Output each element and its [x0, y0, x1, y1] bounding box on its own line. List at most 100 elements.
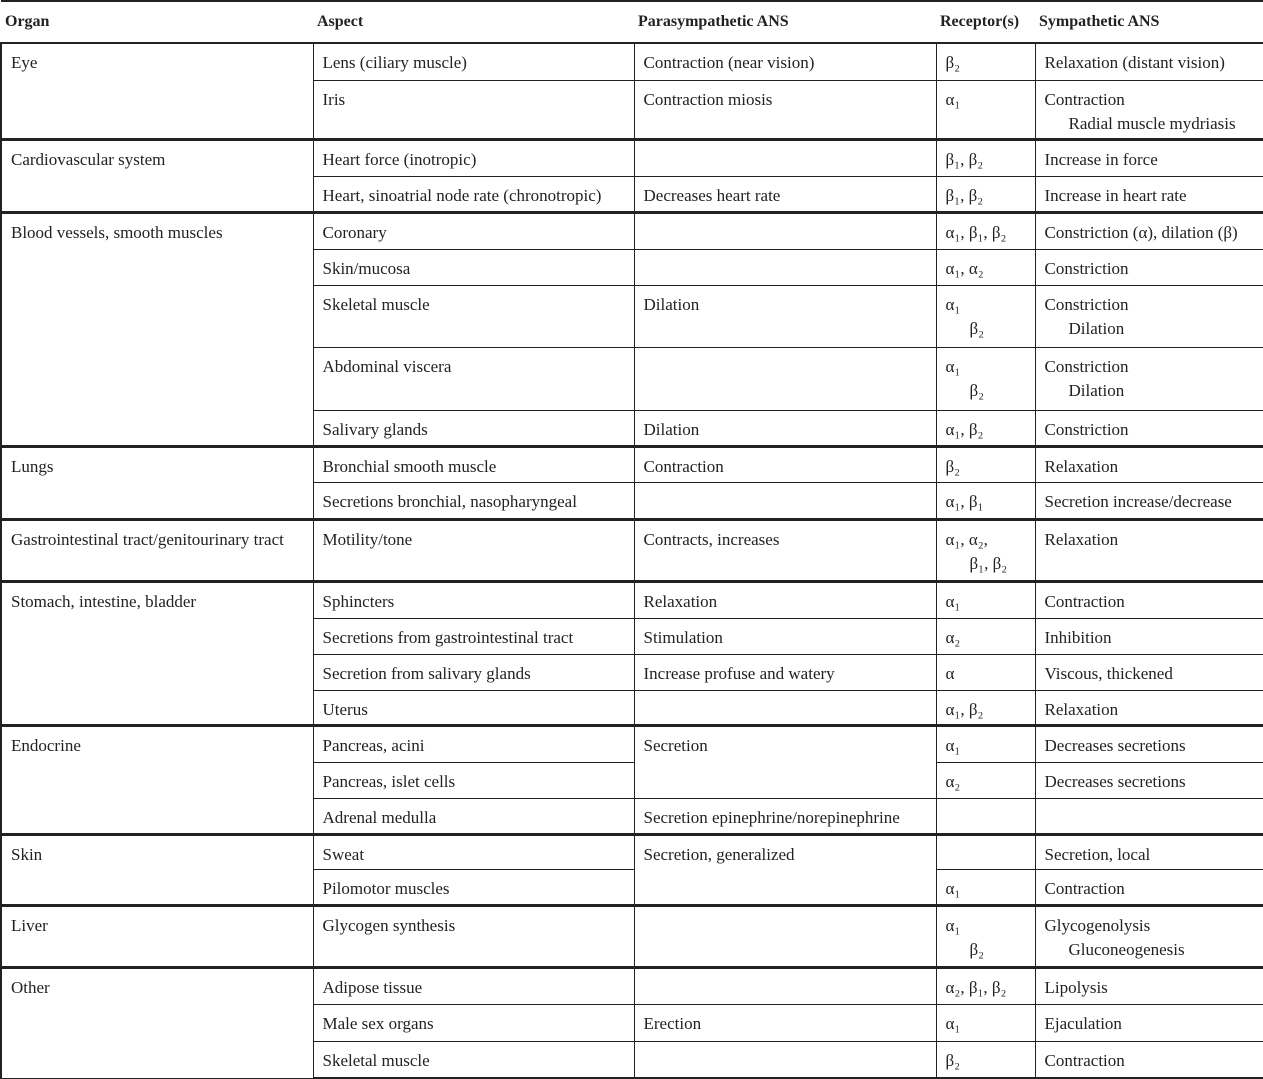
- sympathetic-cell-line: Decreases secretions: [1044, 771, 1186, 791]
- aspect-cell-line: Adipose tissue: [322, 977, 423, 997]
- aspect-cell-line: Male sex organs: [322, 1013, 434, 1033]
- sympathetic-cell-line: Constriction: [1044, 356, 1129, 376]
- aspect-cell-line: Salivary glands: [322, 419, 428, 439]
- receptor-cell-line: α₁, β₁: [945, 491, 984, 511]
- aspect-cell-line: Heart force (inotropic): [322, 149, 477, 169]
- aspect-cell-line: Uterus: [322, 699, 368, 719]
- receptor-cell: α₁: [935, 79, 1036, 140]
- header-row: Organ Aspect Parasympathetic ANS Recepto…: [1, 0, 1263, 44]
- sympathetic-cell: Secretion, local: [1034, 832, 1263, 870]
- aspect-cell: Pancreas, islet cells: [312, 761, 635, 799]
- aspect-cell-line: Adrenal medulla: [322, 807, 437, 827]
- aspect-cell-line: Pancreas, islet cells: [322, 771, 456, 791]
- sympathetic-cell-line: Contraction: [1044, 89, 1125, 109]
- receptor-cell: α₁: [935, 868, 1036, 906]
- parasympathetic-cell-line: Stimulation: [643, 627, 723, 647]
- parasympathetic-cell: Secretion: [633, 723, 937, 799]
- sympathetic-cell-line: Viscous, thickened: [1044, 663, 1173, 683]
- aspect-cell: Heart force (inotropic): [312, 137, 635, 177]
- receptor-cell: α₁ β₂: [935, 346, 1036, 411]
- aspect-cell: Skeletal muscle: [312, 1040, 635, 1079]
- sympathetic-cell: Increase in force: [1034, 137, 1263, 177]
- sympathetic-cell: [1034, 797, 1263, 835]
- receptor-cell-line: α₁, α₂: [945, 258, 984, 278]
- parasympathetic-cell: [633, 248, 937, 286]
- receptor-cell: α₁ β₂: [935, 284, 1036, 348]
- receptor-cell: [935, 832, 1036, 870]
- sympathetic-cell: Secretion increase/decrease: [1034, 481, 1263, 520]
- receptor-cell-line: β₂: [969, 939, 985, 959]
- sympathetic-cell-line: Contraction: [1044, 878, 1125, 898]
- sympathetic-cell-line: Glycogenolysis: [1044, 915, 1151, 935]
- organ-cell: Liver: [0, 903, 314, 968]
- parasympathetic-cell: [633, 965, 937, 1005]
- receptor-cell-line: α₁: [945, 1013, 961, 1033]
- aspect-cell: Skeletal muscle: [312, 284, 635, 348]
- organ-cell-line: Other: [11, 977, 50, 997]
- sympathetic-cell-line: Increase in force: [1044, 149, 1158, 169]
- receptor-cell: α₁, β₂: [935, 689, 1036, 726]
- table-row: Secretions bronchial, nasopharyngeal α₁, …: [1, 481, 1263, 520]
- aspect-cell: Pancreas, acini: [312, 723, 635, 763]
- parasympathetic-cell: [633, 689, 937, 726]
- receptor-cell-line: α₁: [945, 735, 961, 755]
- parasympathetic-cell: Contraction (near vision): [633, 42, 937, 81]
- aspect-cell: Bronchial smooth muscle: [312, 444, 635, 483]
- organ-cell-line: Cardiovascular system: [11, 149, 166, 169]
- organ-cell: Lungs: [0, 444, 314, 520]
- table-row: Blood vessels, smooth muscles Coronary α₁,…: [0, 210, 1263, 447]
- aspect-cell: Adrenal medulla: [312, 797, 635, 835]
- organ-cell-line: Liver: [11, 915, 48, 935]
- table-row: Heart, sinoatrial node rate (chronotropi…: [1, 175, 1263, 213]
- organ-cell-line: Eye: [11, 53, 38, 72]
- parasympathetic-cell: Decreases heart rate: [633, 175, 937, 213]
- sympathetic-cell: Constriction: [1034, 248, 1263, 286]
- receptor-cell-line: β₁, β₂: [969, 553, 1008, 573]
- table-row: Eye Lens (ciliary muscle) Contraction (nea…: [0, 42, 1263, 140]
- receptor-cell-line: α₁: [945, 356, 961, 376]
- aspect-cell-line: Abdominal viscera: [322, 356, 452, 376]
- organ-cell: Eye: [0, 42, 314, 140]
- aspect-cell-line: Pancreas, acini: [322, 735, 425, 755]
- sympathetic-cell: Constriction (α), dilation (β): [1034, 210, 1263, 250]
- sympathetic-cell-line: Constriction: [1044, 294, 1129, 314]
- sympathetic-cell-line: Constriction (α), dilation (β): [1044, 222, 1238, 242]
- sympathetic-cell-line: Contraction: [1044, 591, 1125, 611]
- receptor-cell: α₁, α₂: [935, 248, 1036, 286]
- parasympathetic-cell: Increase profuse and watery: [633, 653, 937, 691]
- receptor-cell-line: α₁: [945, 915, 961, 935]
- parasympathetic-cell-line: Contracts, increases: [643, 529, 780, 549]
- aspect-cell-line: Secretion from salivary glands: [322, 663, 531, 683]
- aspect-cell-line: Iris: [322, 89, 346, 109]
- organ-cell: Blood vessels, smooth muscles: [0, 210, 314, 447]
- receptor-cell: β₁, β₂: [935, 175, 1036, 213]
- receptor-cell-line: β₂: [969, 318, 985, 338]
- receptor-cell: α: [935, 653, 1036, 691]
- parasympathetic-cell-line: Decreases heart rate: [643, 185, 781, 205]
- sympathetic-cell-line: Radial muscle mydriasis: [1068, 113, 1236, 133]
- aspect-cell: Secretions bronchial, nasopharyngeal: [312, 481, 635, 520]
- sympathetic-cell: Contraction: [1034, 1040, 1263, 1079]
- parasympathetic-cell: Relaxation: [633, 579, 937, 619]
- sympathetic-cell: Ejaculation: [1034, 1003, 1263, 1042]
- receptor-cell-line: α: [945, 663, 955, 683]
- sympathetic-cell-line: Contraction: [1044, 1050, 1125, 1070]
- aspect-cell-line: Sweat: [322, 844, 365, 864]
- header-parasympathetic: Parasympathetic ANS: [634, 0, 936, 44]
- table-row: Skeletal muscle β₂ Contraction: [1, 1040, 1263, 1079]
- receptor-cell-line: α₁: [945, 878, 961, 898]
- parasympathetic-cell-line: Secretion, generalized: [643, 844, 795, 864]
- sympathetic-cell: Relaxation: [1034, 444, 1263, 483]
- table-row: Skin Sweat Secretion, generalized Secretion…: [0, 832, 1263, 906]
- sympathetic-cell-line: Secretion increase/decrease: [1044, 491, 1232, 511]
- aspect-cell-line: Skin/mucosa: [322, 258, 411, 278]
- parasympathetic-cell: Contraction miosis: [633, 79, 937, 140]
- organ-cell: Cardiovascular system: [0, 137, 314, 213]
- sympathetic-cell-line: Ejaculation: [1044, 1013, 1122, 1033]
- aspect-cell: Sphincters: [312, 579, 635, 619]
- aspect-cell-line: Secretions from gastrointestinal tract: [322, 627, 574, 647]
- parasympathetic-cell-line: Increase profuse and watery: [643, 663, 835, 683]
- table-row: Uterus α₁, β₂ Relaxation: [1, 689, 1263, 726]
- receptor-cell: α₁: [935, 1003, 1036, 1042]
- organ-cell-line: Skin: [11, 844, 43, 864]
